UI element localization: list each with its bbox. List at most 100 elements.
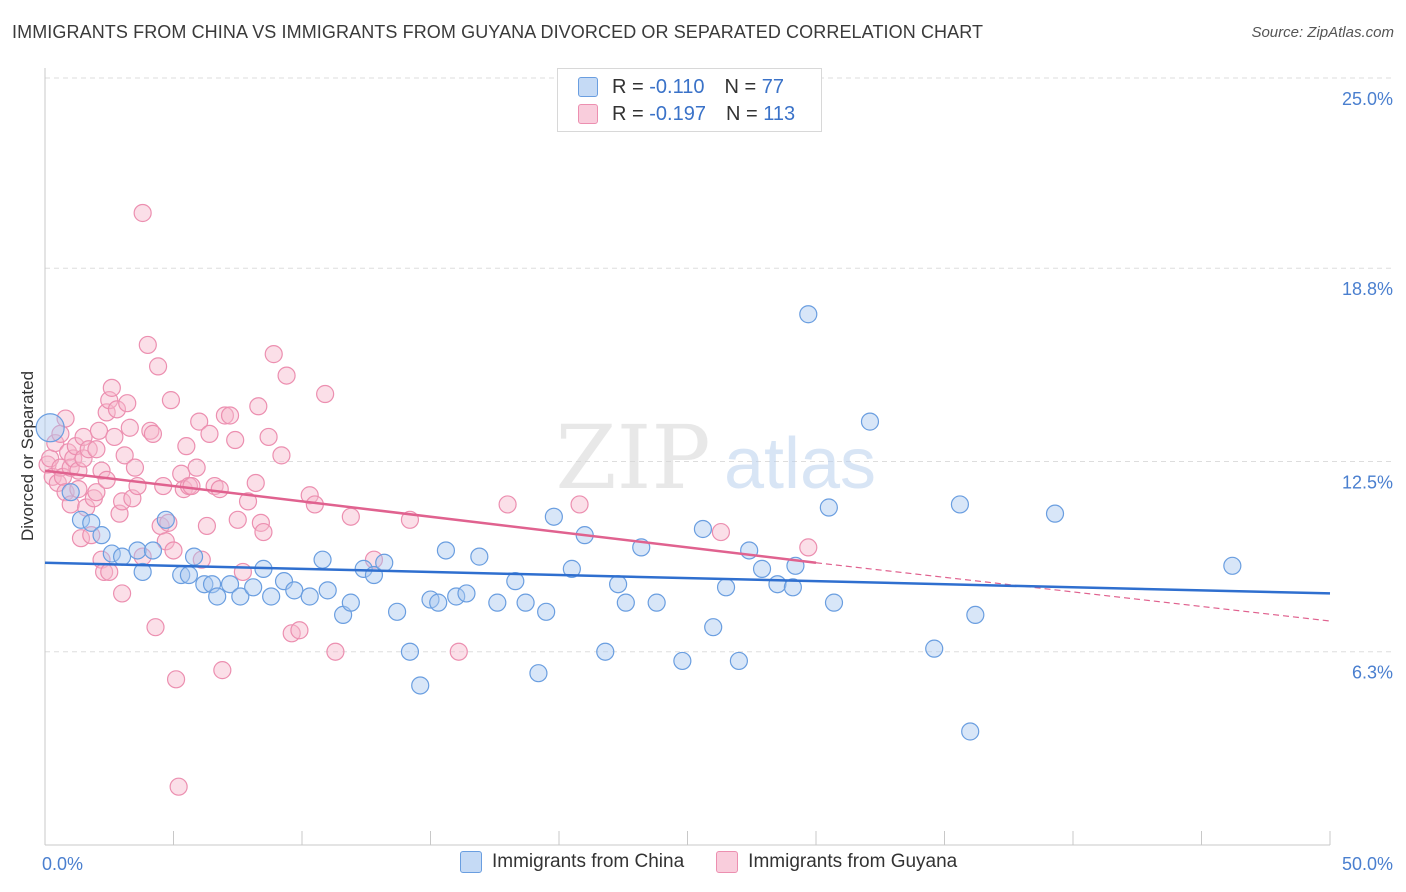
china-point (616, 593, 635, 612)
guyana-point (220, 406, 240, 425)
china-point (596, 642, 615, 661)
chart-title: IMMIGRANTS FROM CHINA VS IMMIGRANTS FROM… (12, 22, 984, 42)
stats-legend: R = -0.110 N = 77 R = -0.197 N = 113 (557, 68, 822, 132)
guyana-point (326, 642, 345, 661)
china-point (693, 519, 713, 539)
legend-row-china: R = -0.110 N = 77 (578, 75, 784, 99)
x-tick-label: 0.0% (42, 854, 83, 874)
guyana-point (233, 562, 252, 582)
series-legend: Immigrants from China Immigrants from Gu… (460, 851, 989, 873)
guyana-point (146, 618, 165, 637)
guyana-point (300, 486, 319, 505)
guyana-point (143, 424, 163, 443)
china-point (609, 575, 628, 594)
china-point (1045, 504, 1065, 523)
guyana-point (711, 522, 731, 542)
china-point (457, 584, 476, 603)
guyana-point (161, 391, 181, 410)
x-tick-labels: 0.0% 50.0% (42, 854, 1393, 874)
guyana-point (87, 440, 106, 459)
china-point (300, 587, 319, 606)
legend-r-label: R = (612, 102, 644, 125)
guyana-point (112, 492, 132, 511)
china-point (82, 513, 101, 532)
china-point (544, 507, 563, 526)
china-legend-label: Immigrants from China (492, 851, 685, 872)
guyana-trend-extension (815, 562, 1331, 622)
china-point (647, 593, 666, 612)
guyana-trend-line (44, 469, 817, 564)
guyana-point (213, 661, 232, 680)
china-point (354, 559, 373, 578)
guyana-point (148, 357, 168, 376)
guyana-point (215, 406, 234, 425)
china-point (1223, 556, 1242, 575)
guyana-point (87, 483, 106, 502)
china-point (71, 510, 91, 529)
china-point (128, 541, 147, 560)
guyana-point (105, 427, 124, 447)
guyana-point (156, 532, 175, 551)
legend-r-label: R = (612, 75, 644, 98)
china-trend-line (44, 561, 1331, 595)
guyana-point (341, 507, 360, 526)
guyana-point (228, 510, 247, 529)
legend-n-value: 113 (763, 102, 796, 125)
guyana-point (79, 440, 98, 459)
guyana-point (570, 495, 589, 514)
guyana-point (246, 473, 265, 493)
guyana-point (259, 427, 278, 447)
guyana-point (210, 480, 229, 499)
guyana-point (316, 384, 335, 404)
guyana-point (115, 446, 134, 465)
china-point (752, 559, 772, 578)
guyana-point (200, 424, 219, 443)
guyana-point (498, 495, 517, 514)
guyana-point (74, 449, 93, 468)
guyana-point (159, 513, 178, 532)
guyana-point (799, 538, 818, 557)
legend-item-guyana[interactable]: Immigrants from Guyana (716, 851, 957, 873)
china-point (220, 575, 240, 594)
guyana-point (100, 562, 119, 582)
china-point (860, 412, 880, 431)
guyana-point (254, 522, 273, 542)
china-point (102, 544, 121, 563)
legend-row-guyana: R = -0.197 N = 113 (578, 102, 795, 126)
guyana-point (89, 421, 109, 440)
china-point (318, 581, 337, 600)
china-point (244, 578, 263, 597)
guyana-swatch (578, 104, 598, 124)
china-point (729, 651, 749, 671)
y-tick-label: 6.3% (1352, 663, 1393, 683)
guyana-point (164, 541, 183, 560)
china-point (768, 575, 787, 594)
china-point (950, 495, 970, 514)
china-point (179, 565, 199, 585)
legend-n-label: N = (725, 102, 758, 125)
china-point (925, 639, 944, 658)
china-point (156, 510, 175, 529)
china-point (262, 587, 281, 606)
china-points (35, 305, 1242, 741)
china-point (966, 605, 985, 625)
china-point (133, 562, 152, 582)
legend-n-label: N = (724, 75, 757, 98)
guyana-point (182, 476, 201, 496)
china-point (447, 587, 466, 606)
guyana-point (190, 412, 209, 431)
legend-item-china[interactable]: Immigrants from China (460, 851, 684, 873)
y-tick-label: 12.5% (1342, 473, 1393, 493)
china-point (516, 593, 535, 612)
china-point (506, 572, 525, 591)
x-tick-label: 50.0% (1342, 854, 1393, 874)
china-point (61, 483, 80, 502)
china-point (387, 602, 407, 621)
china-point (274, 572, 294, 591)
china-point (436, 541, 456, 560)
guyana-point (272, 446, 291, 465)
china-point (400, 642, 420, 661)
china-point (313, 550, 332, 569)
guyana-point (133, 203, 152, 223)
china-point (231, 587, 250, 606)
